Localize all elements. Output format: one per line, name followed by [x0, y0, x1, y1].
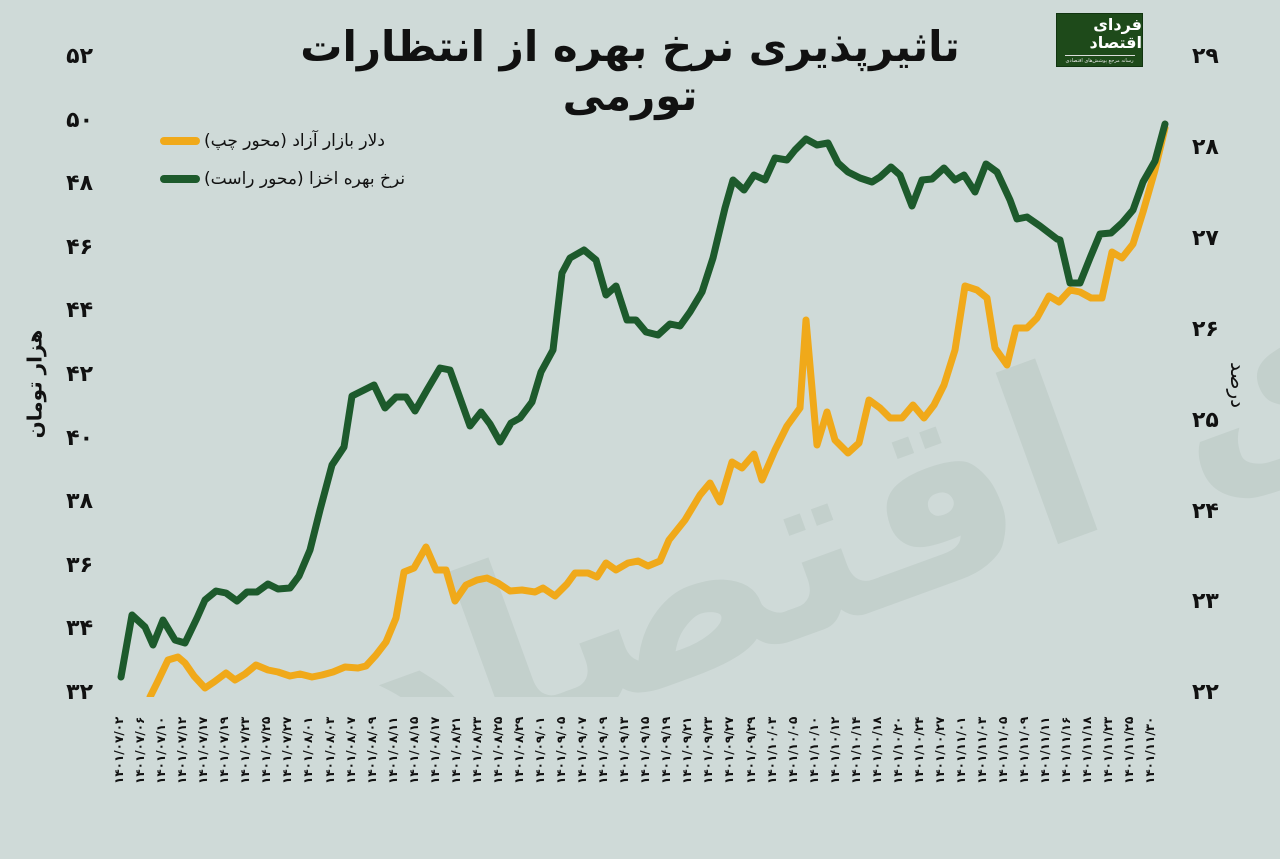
x-axis-tick: ۱۴۰۱/۱۱/۱۸ [1080, 716, 1095, 784]
x-axis-tick: ۱۴۰۱/۱۰/۰۵ [785, 716, 800, 784]
x-axis-tick: ۱۴۰۱/۰۷/۲۷ [280, 716, 295, 784]
left-axis-tick: ۳۲ [66, 680, 93, 705]
x-axis-tick: ۱۴۰۱/۱۰/۱۲ [827, 716, 842, 784]
left-axis-tick: ۴۸ [66, 171, 93, 197]
right-axis-tick: ۲۴ [1192, 498, 1219, 524]
chart-title: تاثیرپذیری نرخ بهره از انتظارات تورمی [300, 22, 960, 120]
x-axis-tick: ۱۴۰۱/۱۱/۰۳ [975, 716, 990, 784]
x-axis-tick: ۱۴۰۱/۰۷/۱۲ [175, 716, 190, 784]
legend-swatch-green [160, 175, 200, 183]
x-axis-tick: ۱۴۰۱/۰۸/۱۷ [427, 716, 442, 784]
x-axis-tick: ۱۴۰۱/۱۰/۰۳ [764, 716, 779, 784]
right-axis-tick: ۲۳ [1192, 589, 1219, 615]
x-axis-tick: ۱۴۰۱/۰۸/۰۱ [301, 716, 316, 784]
left-axis-tick: ۵۰ [66, 107, 93, 133]
x-axis-tick: ۱۴۰۱/۰۷/۰۶ [133, 716, 148, 784]
dollar-free-market-line [146, 124, 1169, 701]
x-axis-tick: ۱۴۰۱/۰۹/۱۵ [638, 716, 653, 784]
x-axis-tick: ۱۴۰۱/۰۹/۰۷ [575, 716, 590, 784]
logo-name: فردای اقتصاد [1089, 15, 1142, 52]
legend-item-dollar: دلار بازار آزاد (محور چپ) [160, 122, 405, 160]
x-axis-tick: ۱۴۰۱/۰۸/۲۱ [448, 716, 463, 784]
x-axis-tick: ۱۴۰۱/۱۰/۱۸ [869, 716, 884, 784]
left-axis-tick: ۴۰ [66, 425, 93, 451]
x-axis-tick: ۱۴۰۱/۱۰/۱۰ [806, 716, 821, 784]
x-axis-tick: ۱۴۰۱/۱۰/۱۴ [848, 716, 863, 784]
x-axis-tick: ۱۴۰۱/۰۷/۲۳ [238, 716, 253, 784]
left-axis-tick: ۴۴ [66, 298, 93, 324]
brand-logo: فردای اقتصاد رسانه مرجع پوشش‌های اقتصادی [1056, 13, 1143, 67]
x-axis-tick: ۱۴۰۱/۰۷/۱۷ [196, 716, 211, 784]
x-axis-tick: ۱۴۰۱/۰۹/۲۷ [722, 716, 737, 784]
legend: دلار بازار آزاد (محور چپ) نرخ بهره اخزا … [160, 122, 405, 198]
left-axis-tick: ۳۴ [66, 616, 93, 642]
x-axis-tick: ۱۴۰۱/۰۷/۱۹ [217, 716, 232, 784]
x-axis-tick: ۱۴۰۱/۰۸/۱۱ [385, 716, 400, 784]
x-axis-tick: ۱۴۰۱/۰۸/۰۷ [343, 716, 358, 784]
x-axis-tick: ۱۴۰۱/۰۸/۲۹ [511, 716, 526, 784]
x-axis-tick: ۱۴۰۱/۱۱/۰۵ [996, 716, 1011, 784]
logo-divider [1064, 55, 1135, 56]
x-axis-tick: ۱۴۰۱/۰۸/۱۵ [406, 716, 421, 784]
x-axis-tick: ۱۴۰۱/۰۸/۰۹ [364, 716, 379, 784]
x-axis-tick: ۱۴۰۱/۰۹/۲۹ [743, 716, 758, 784]
x-axis-tick: ۱۴۰۱/۰۷/۱۰ [154, 716, 169, 784]
x-axis-tick: ۱۴۰۱/۱۰/۲۷ [932, 716, 947, 784]
x-axis-tick: ۱۴۰۱/۰۹/۱۹ [659, 716, 674, 784]
right-axis-tick: ۲۹ [1192, 44, 1219, 69]
legend-label: نرخ بهره اخزا (محور راست) [204, 169, 406, 189]
x-axis-tick: ۱۴۰۱/۱۱/۲۳ [1101, 716, 1116, 784]
x-axis-tick: ۱۴۰۱/۱۰/۲۰ [890, 716, 905, 784]
x-axis-tick: ۱۴۰۱/۱۱/۰۱ [954, 716, 968, 784]
legend-swatch-orange [160, 137, 200, 145]
x-axis-tick: ۱۴۰۱/۱۱/۱۶ [1059, 716, 1074, 784]
right-axis-tick: ۲۶ [1192, 316, 1219, 342]
legend-item-rate: نرخ بهره اخزا (محور راست) [160, 160, 405, 198]
treasury-rate-line [117, 120, 1169, 681]
right-axis-tick: ۲۸ [1192, 134, 1219, 160]
x-axis-tick: ۱۴۰۱/۰۹/۰۵ [554, 716, 569, 784]
x-axis-tick: ۱۴۰۱/۱۰/۲۴ [911, 716, 926, 784]
x-axis-tick: ۱۴۰۱/۱۱/۱۱ [1038, 716, 1053, 784]
x-axis-tick: ۱۴۰۱/۰۷/۲۵ [259, 716, 274, 784]
x-axis-tick: ۱۴۰۱/۰۸/۰۳ [322, 716, 337, 784]
left-axis-tick: ۵۲ [66, 44, 93, 69]
x-axis-tick: ۱۴۰۱/۰۸/۲۳ [469, 716, 484, 784]
x-axis-tick: ۱۴۰۱/۰۹/۰۱ [533, 716, 547, 784]
x-axis-tick: ۱۴۰۱/۰۷/۰۲ [112, 716, 126, 784]
left-axis-tick: ۳۸ [66, 489, 93, 515]
left-axis-tick: ۳۶ [66, 552, 93, 578]
x-axis-tick: ۱۴۰۱/۱۱/۳۰ [1143, 716, 1158, 784]
right-axis-tick: ۲۵ [1192, 407, 1219, 433]
right-axis-label: درصد [1226, 361, 1251, 409]
left-axis-tick: ۴۲ [66, 362, 93, 387]
x-axis-tick: ۱۴۰۱/۰۹/۰۹ [596, 716, 611, 784]
left-axis-tick: ۴۶ [66, 234, 93, 260]
x-axis-tick: ۱۴۰۱/۰۹/۲۳ [701, 716, 716, 784]
x-axis-tick: ۱۴۰۱/۰۹/۱۳ [617, 716, 632, 784]
left-axis-label: هزار تومان [22, 329, 47, 439]
right-axis-tick: ۲۲ [1192, 680, 1219, 706]
x-axis-tick: ۱۴۰۱/۱۱/۰۹ [1017, 716, 1032, 784]
logo-subtitle: رسانه مرجع پوشش‌های اقتصادی [1065, 58, 1134, 64]
x-axis-tick: ۱۴۰۱/۰۹/۲۱ [680, 716, 695, 784]
right-axis-tick: ۲۷ [1192, 225, 1219, 251]
legend-label: دلار بازار آزاد (محور چپ) [204, 131, 385, 151]
x-axis-tick: ۱۴۰۱/۱۱/۲۵ [1122, 716, 1137, 784]
x-axis-tick: ۱۴۰۱/۰۸/۲۵ [490, 716, 505, 784]
